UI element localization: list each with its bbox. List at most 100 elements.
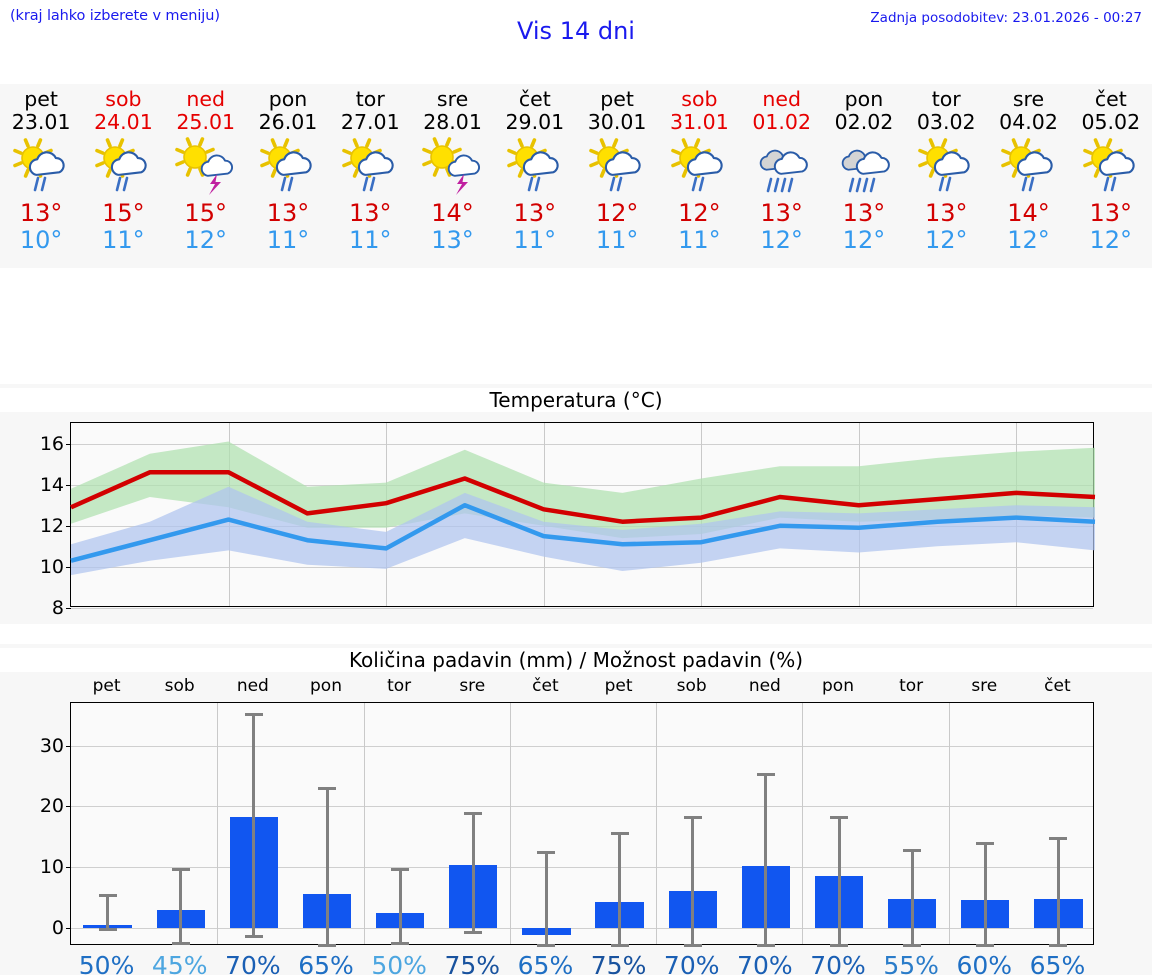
gridline (71, 927, 1093, 929)
day-date-label: 02.02 (834, 110, 894, 134)
day-max-temp: 15° (102, 199, 145, 227)
page-header: (kraj lahko izberete v meniju) Vis 14 dn… (0, 0, 1152, 62)
day-date-label: 26.01 (258, 110, 318, 134)
day-date-label: 27.01 (340, 110, 400, 134)
precipitation-error-bar (179, 868, 183, 943)
axis-tick (66, 525, 71, 527)
precipitation-probability-label: 65% (298, 951, 354, 975)
precipitation-error-cap-lower (683, 943, 702, 947)
day-of-week-label: pet (600, 87, 634, 111)
y-axis-tick-label: 12 (39, 514, 64, 537)
day-min-temp: 12° (924, 226, 968, 254)
day-column[interactable]: tor 27.01 13° 11° (329, 84, 411, 268)
precipitation-error-bar (983, 842, 987, 944)
day-of-week-label: čet (1094, 87, 1127, 111)
precipitation-error-cap-lower (98, 927, 117, 931)
precipitation-day-label: pon (822, 676, 854, 696)
day-max-temp: 13° (513, 199, 557, 227)
temperature-line (70, 502, 1096, 563)
precipitation-error-bar (1056, 836, 1060, 944)
sun-cloud-rain-icon (84, 138, 162, 198)
precipitation-error-cap-upper (610, 832, 629, 836)
axis-tick (66, 443, 71, 445)
axis-tick (66, 927, 71, 929)
sun-cloud-rain-icon (907, 138, 985, 198)
precipitation-error-cap-lower (391, 942, 410, 946)
day-column[interactable]: sob 24.01 15° 11° (82, 84, 164, 268)
last-updated-text: Zadnja posodobitev: 23.01.2026 - 00:27 (870, 10, 1142, 26)
day-column[interactable]: sob 31.01 12° 11° (658, 84, 740, 268)
day-max-temp: 12° (595, 199, 639, 227)
day-min-temp: 13° (431, 226, 474, 254)
precipitation-probability-label: 50% (371, 951, 427, 975)
sun-cloud-rain-icon (578, 138, 656, 198)
precipitation-day-label: čet (1044, 676, 1071, 696)
precipitation-error-cap-upper (391, 867, 410, 871)
axis-tick (66, 566, 71, 568)
sun-cloud-rain-icon (496, 138, 574, 198)
precipitation-error-cap-upper (244, 712, 263, 716)
day-column[interactable]: ned 01.02 13° 12° (741, 84, 823, 268)
day-min-temp: 11° (102, 226, 145, 254)
day-column[interactable]: sre 28.01 14° 13° (411, 84, 493, 268)
precipitation-error-bar (106, 893, 110, 928)
precipitation-error-cap-upper (537, 850, 556, 854)
precipitation-error-cap-upper (756, 772, 775, 776)
precipitation-error-bar (618, 832, 622, 944)
precipitation-day-label: sre (971, 676, 998, 696)
precipitation-plot-area: 0 10 20 30 (40, 702, 1094, 947)
day-date-label: 04.02 (999, 110, 1058, 134)
sun-cloud-rain-icon (1072, 138, 1150, 198)
day-column[interactable]: pet 23.01 13° 10° (0, 84, 82, 268)
day-max-temp: 13° (760, 199, 803, 227)
gridline-vertical (217, 703, 219, 944)
day-column[interactable]: ned 25.01 15° 12° (165, 84, 247, 268)
y-axis-tick-label: 8 (51, 597, 64, 619)
precipitation-error-cap-lower (318, 943, 336, 947)
y-axis-tick-label: 10 (39, 555, 64, 578)
precipitation-error-bar (471, 811, 475, 931)
day-column[interactable]: pon 02.02 13° 12° (823, 84, 905, 268)
gridline (71, 745, 1093, 747)
precipitation-probability-label: 60% (956, 951, 1013, 975)
precipitation-day-label: ned (236, 676, 269, 696)
gridline-vertical (509, 703, 511, 944)
day-date-label: 30.01 (587, 110, 647, 134)
day-of-week-label: ned (762, 87, 801, 111)
precipitation-day-label: sob (676, 676, 707, 696)
day-of-week-label: čet (518, 87, 551, 111)
axis-tick (66, 484, 71, 486)
precipitation-chart-title: Količina padavin (mm) / Možnost padavin … (0, 648, 1152, 672)
precipitation-day-label: ned (748, 676, 781, 696)
precipitation-error-bar (910, 849, 914, 944)
precipitation-probability-label: 70% (737, 951, 793, 975)
day-min-temp: 11° (266, 226, 310, 254)
day-min-temp: 12° (1007, 226, 1050, 254)
day-date-label: 05.02 (1081, 110, 1141, 134)
day-max-temp: 14° (1007, 199, 1050, 227)
precipitation-probability-label: 50% (78, 951, 135, 975)
day-of-week-label: pon (268, 87, 308, 111)
day-date-label: 03.02 (916, 110, 976, 134)
axis-tick (66, 745, 71, 747)
day-column[interactable]: čet 29.01 13° 11° (494, 84, 576, 268)
precipitation-probability-label: 65% (517, 951, 574, 975)
day-max-temp: 13° (19, 199, 63, 227)
day-date-label: 25.01 (176, 110, 236, 134)
day-column[interactable]: pon 26.01 13° 11° (247, 84, 329, 268)
day-column[interactable]: čet 05.02 13° 12° (1070, 84, 1152, 268)
day-column[interactable]: pet 30.01 12° 11° (576, 84, 658, 268)
day-max-temp: 13° (842, 199, 886, 227)
precipitation-day-label: sre (459, 676, 486, 696)
day-min-temp: 11° (513, 226, 557, 254)
temperature-plot-area: 8 10 12 14 16 (40, 422, 1096, 619)
day-of-week-label: ned (186, 87, 226, 111)
precipitation-day-label: sob (164, 676, 195, 696)
precipitation-error-cap-lower (537, 943, 556, 947)
day-column[interactable]: tor 03.02 13° 12° (905, 84, 987, 268)
day-date-label: 23.01 (11, 110, 71, 134)
day-of-week-label: tor (355, 87, 385, 111)
day-column[interactable]: sre 04.02 14° 12° (987, 84, 1069, 268)
